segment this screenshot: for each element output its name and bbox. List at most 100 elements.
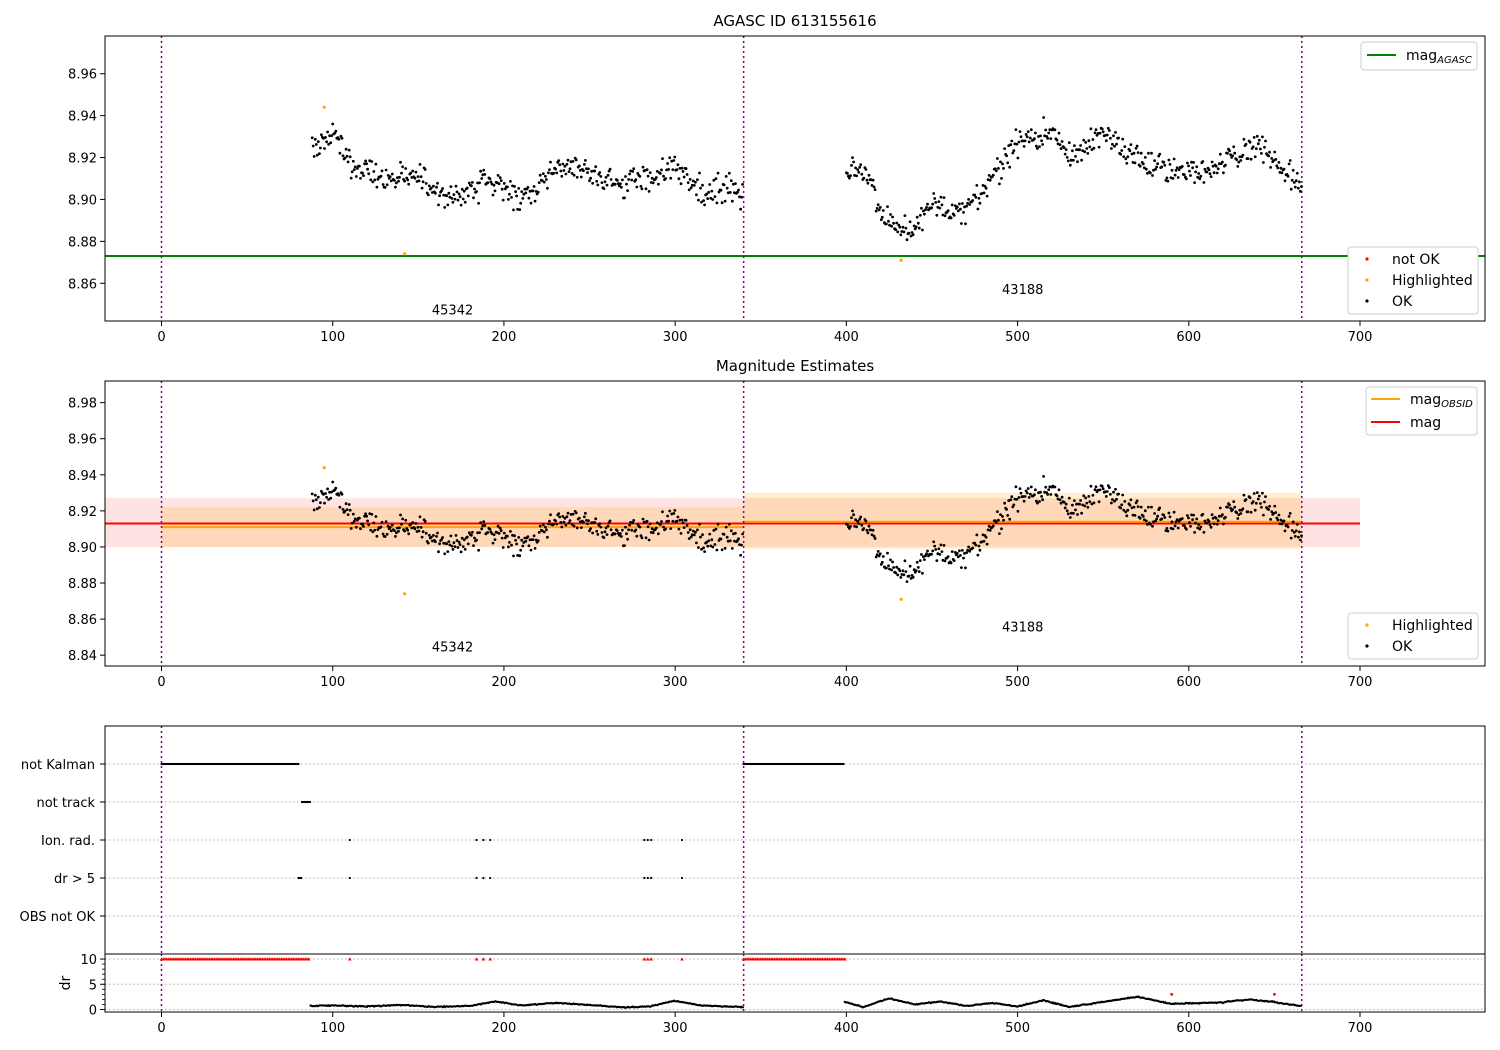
ok-point xyxy=(375,534,379,538)
ok-point xyxy=(1190,513,1193,517)
ok-point xyxy=(1231,508,1234,511)
ok-point xyxy=(1238,155,1242,159)
ok-point xyxy=(1128,503,1132,507)
ok-point xyxy=(741,532,744,536)
ok-point xyxy=(1053,128,1057,132)
ok-point xyxy=(1239,512,1243,515)
ok-point xyxy=(341,154,345,158)
ok-point xyxy=(949,216,953,220)
ok-point xyxy=(860,523,864,527)
ok-point xyxy=(690,183,694,187)
ok-point xyxy=(1170,520,1174,524)
ok-point xyxy=(629,169,632,173)
ok-point xyxy=(353,517,357,521)
highlighted-point xyxy=(322,105,326,109)
ok-point xyxy=(1088,500,1092,504)
panel-2-ytick-label: 8.92 xyxy=(68,505,97,520)
ok-point xyxy=(1000,177,1003,180)
ok-point xyxy=(1086,152,1090,155)
ok-point xyxy=(325,140,328,144)
ok-point xyxy=(958,202,961,206)
ok-point xyxy=(939,543,943,547)
ok-point xyxy=(699,535,702,539)
ok-point xyxy=(615,529,619,532)
ok-point xyxy=(1268,150,1271,154)
highlighted-point xyxy=(899,597,903,601)
ok-point xyxy=(568,519,572,522)
ok-point xyxy=(496,524,500,528)
ok-point xyxy=(899,576,903,579)
ok-point xyxy=(424,531,428,535)
ok-point xyxy=(331,122,335,126)
ok-point xyxy=(1149,171,1152,175)
ok-point xyxy=(1195,517,1199,521)
ok-point xyxy=(660,168,663,172)
ok-point xyxy=(398,175,401,179)
ok-point xyxy=(1233,505,1237,509)
ok-point xyxy=(488,177,492,181)
ok-point xyxy=(1057,488,1061,492)
ok-point xyxy=(591,181,594,185)
ok-point xyxy=(719,188,723,192)
ok-point xyxy=(706,197,710,201)
ok-point xyxy=(565,515,569,519)
ok-point xyxy=(668,509,672,513)
ok-point xyxy=(385,183,389,187)
ok-point xyxy=(453,197,457,201)
ok-point xyxy=(894,571,898,575)
ok-point xyxy=(698,171,701,175)
ok-point xyxy=(1111,142,1114,146)
ok-point xyxy=(705,540,709,544)
ok-point xyxy=(1195,165,1199,169)
ok-point xyxy=(655,521,659,525)
panel-agasc: AGASC ID 613155616 45342 43188 0 100 200 300… xyxy=(68,12,1486,345)
ok-point xyxy=(401,165,404,169)
ok-point xyxy=(1277,161,1281,164)
ok-point xyxy=(855,174,858,178)
ok-point xyxy=(450,197,454,200)
ok-point xyxy=(1113,499,1116,503)
ok-point xyxy=(960,566,963,569)
ok-point xyxy=(1038,145,1041,149)
ok-point xyxy=(549,160,552,164)
ok-point xyxy=(1222,522,1225,526)
ok-point xyxy=(500,187,504,191)
panel-2-obsid-label: 43188 xyxy=(1002,621,1043,636)
ok-point xyxy=(1274,158,1278,161)
ok-point xyxy=(436,181,439,185)
ok-point xyxy=(1235,511,1239,515)
ok-point xyxy=(354,175,358,178)
ok-point xyxy=(1196,526,1200,530)
ok-point xyxy=(1231,154,1234,158)
ok-point xyxy=(662,525,665,529)
ok-point xyxy=(340,136,344,140)
ok-point xyxy=(930,552,933,556)
ok-point xyxy=(1125,161,1129,165)
ok-point xyxy=(1295,523,1299,526)
ok-point xyxy=(1006,161,1010,165)
ok-point xyxy=(672,159,676,162)
ok-point xyxy=(1294,529,1298,533)
panel-1-xtick-label: 600 xyxy=(1176,330,1201,345)
ok-point xyxy=(441,187,444,190)
flag-point xyxy=(482,838,485,842)
ok-point xyxy=(423,168,427,171)
ok-point xyxy=(564,523,568,527)
ok-point xyxy=(416,525,420,529)
ok-point xyxy=(1122,508,1126,512)
ok-point xyxy=(640,536,644,540)
ok-point xyxy=(889,213,892,216)
legend-not-ok-label: not OK xyxy=(1392,252,1440,268)
ok-point xyxy=(923,558,926,561)
flag-point xyxy=(650,838,653,842)
ok-point xyxy=(524,539,528,543)
ok-point xyxy=(558,163,562,167)
ok-point xyxy=(1110,501,1113,505)
ok-point xyxy=(399,513,402,517)
ok-point xyxy=(337,137,341,141)
ok-point xyxy=(1194,521,1197,525)
ok-point xyxy=(975,533,979,537)
ok-point xyxy=(501,198,505,202)
ok-point xyxy=(715,201,719,205)
ok-point xyxy=(1079,144,1082,147)
